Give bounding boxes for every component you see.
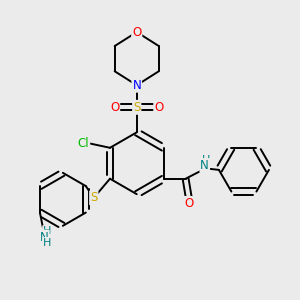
Text: N: N bbox=[40, 230, 49, 244]
Text: S: S bbox=[133, 101, 140, 114]
Text: O: O bbox=[132, 26, 141, 39]
Text: Cl: Cl bbox=[78, 137, 89, 150]
Text: H: H bbox=[201, 155, 210, 165]
Text: N: N bbox=[200, 159, 209, 172]
Text: O: O bbox=[110, 101, 119, 114]
Text: H: H bbox=[43, 226, 52, 236]
Text: O: O bbox=[184, 197, 194, 210]
Text: N: N bbox=[132, 79, 141, 92]
Text: O: O bbox=[154, 101, 164, 114]
Text: H: H bbox=[43, 238, 52, 248]
Text: S: S bbox=[90, 191, 98, 204]
